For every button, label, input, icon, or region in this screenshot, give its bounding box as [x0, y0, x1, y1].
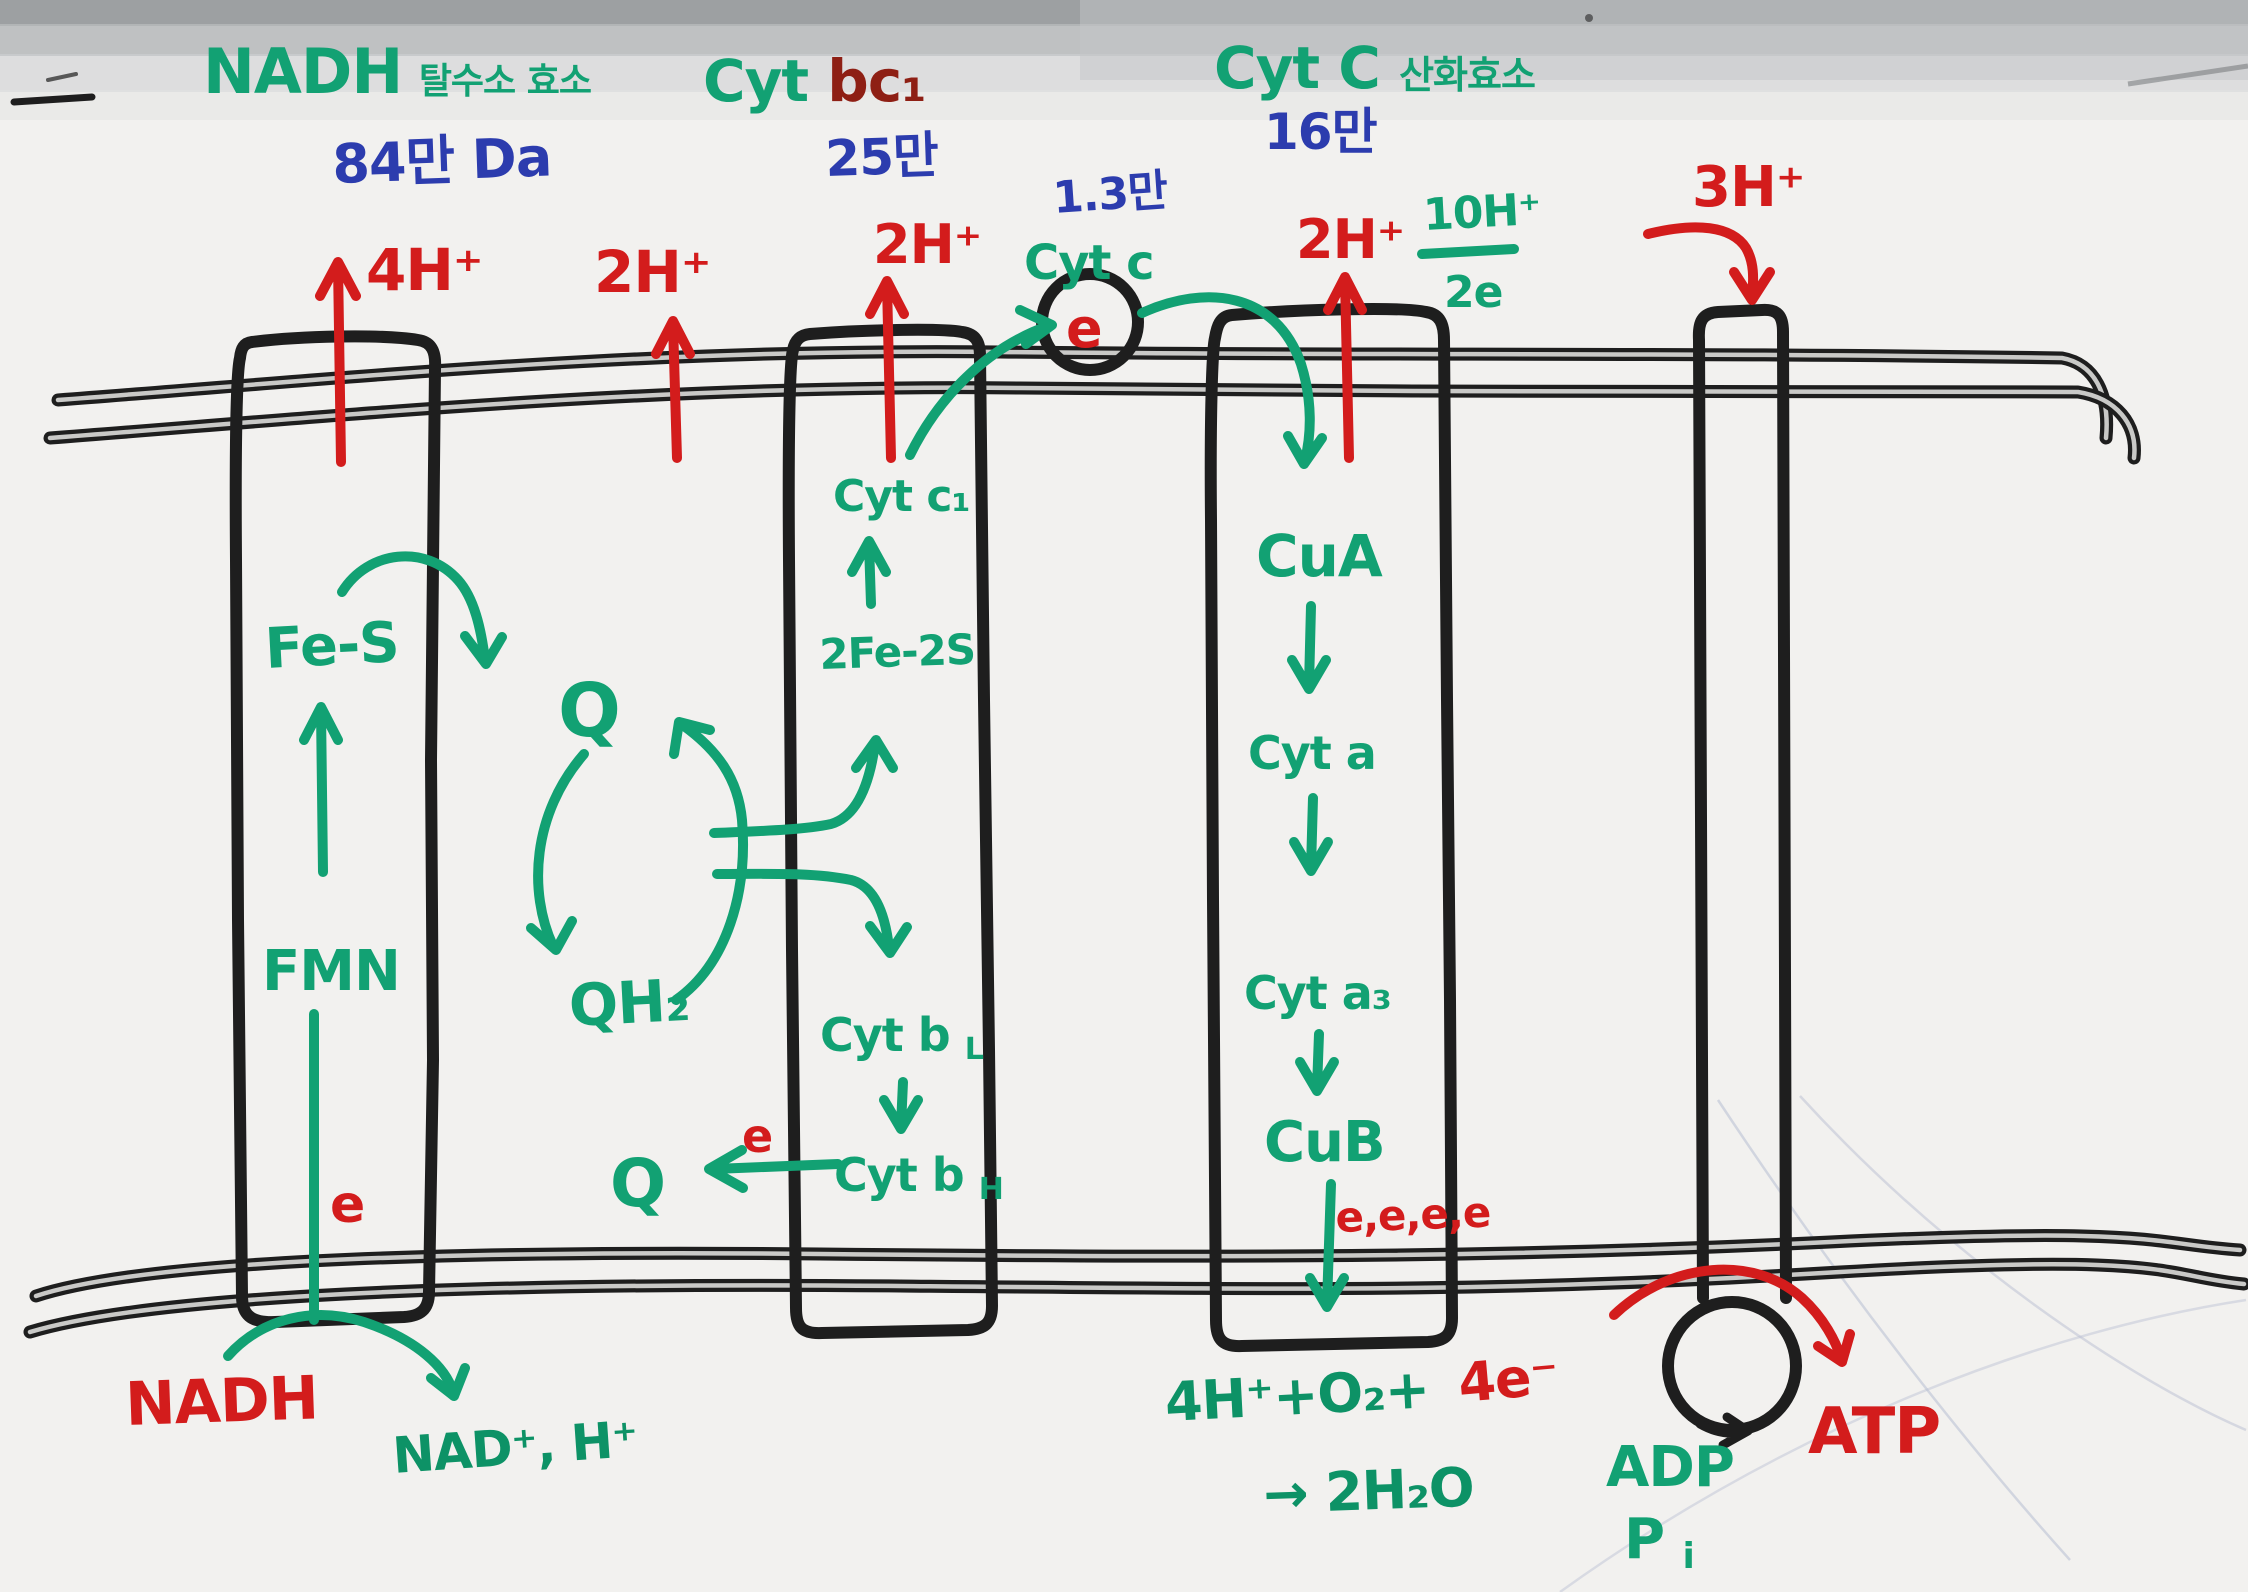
nad-products-label: NAD⁺, H⁺ — [391, 1410, 640, 1485]
pi-label: P i — [1624, 1507, 1694, 1577]
rotation-arrow-icon — [1695, 1412, 1753, 1450]
cytbh-sub: H — [979, 1172, 1003, 1207]
cytbh-label: Cyt b H — [834, 1148, 1003, 1207]
complex3-outline — [782, 323, 998, 1340]
electron-flow-arrows — [223, 244, 1519, 1401]
complex1-title-en: NADH — [203, 35, 402, 108]
atp-synthesis-arrow — [1609, 1264, 1855, 1367]
q-region-proton-arrow — [651, 316, 695, 463]
complex1-title: NADH 탈수소 효소 — [203, 35, 591, 108]
complex3-mass: 25만 — [824, 126, 940, 188]
q-region-proton-label: 2H⁺ — [594, 238, 711, 306]
cub-label: CuB — [1264, 1110, 1385, 1175]
nadh-oxidation-arrow — [223, 1310, 470, 1401]
cytbl-label: Cyt b L — [820, 1008, 984, 1067]
complex1-proton-arrow — [315, 257, 361, 467]
cytbh-base: Cyt b — [834, 1148, 964, 1202]
proton-ratio-numerator: 10H⁺ — [1422, 184, 1542, 241]
whiteboard-top-shadow — [0, 0, 2248, 120]
cyta3-to-cub-arrow — [1295, 1029, 1339, 1096]
cytbl-sub: L — [965, 1032, 984, 1067]
cub-to-oxygen-arrow — [1305, 1179, 1349, 1312]
synthase-proton-label: 3H⁺ — [1692, 155, 1804, 220]
faint-scratches — [1559, 1095, 2247, 1592]
cytc-to-cua-arrow — [1137, 292, 1327, 469]
complex3-proton-arrow — [865, 276, 909, 463]
fes-to-cytc1-arrow — [847, 536, 891, 609]
bh-to-q-arrow — [704, 1145, 843, 1193]
complex3-title-bc1: bc₁ — [827, 47, 925, 115]
adp-label: ADP — [1606, 1435, 1734, 1500]
fmn-label: FMN — [262, 939, 400, 1004]
2fe2s-label: 2Fe-2S — [819, 625, 976, 679]
pi-base: P — [1624, 1507, 1664, 1572]
complex1-electron-label: e — [330, 1175, 364, 1235]
proton-ratio-bar — [1417, 244, 1519, 259]
qh2-to-fes-branch-arrow — [709, 735, 898, 838]
fes-label: Fe-S — [263, 610, 400, 682]
reaction-rhs: → 2H₂O — [1262, 1456, 1474, 1526]
complex3-proton-label: 2H⁺ — [873, 213, 981, 276]
cytc-electron-label: e — [1066, 297, 1102, 360]
complex1-proton-label: 4H⁺ — [366, 236, 483, 304]
complex4-mass: 16만 — [1264, 103, 1378, 161]
nadh-label: NADH — [124, 1363, 319, 1440]
synthase-proton-in-arrow — [1643, 222, 1775, 305]
reaction-electrons: 4e⁻ — [1456, 1344, 1561, 1415]
complex4-title-ko: 산화효소 — [1399, 53, 1535, 97]
pi-sub: i — [1683, 1536, 1694, 1577]
atp-label: ATP — [1808, 1395, 1940, 1469]
cua-label: CuA — [1256, 522, 1383, 590]
cytc1-to-cytc-arrow — [905, 305, 1057, 460]
proton-pump-arrows — [315, 222, 1855, 1367]
q-return-label: Q — [610, 1145, 665, 1222]
qh2-label: QH₂ — [567, 966, 691, 1040]
cytc-label: Cyt c — [1024, 235, 1154, 291]
complex4-proton-label: 2H⁺ — [1296, 208, 1404, 271]
cyta-to-cyta3-arrow — [1289, 793, 1333, 876]
complex4-title-en: Cyt C — [1214, 34, 1399, 102]
reaction-lhs: 4H⁺+O₂+ — [1163, 1357, 1430, 1434]
stray-marks — [10, 72, 96, 106]
cytbl-base: Cyt b — [820, 1008, 950, 1062]
complex1-mass: 84만 Da — [331, 125, 552, 196]
cytc1-label: Cyt c₁ — [833, 471, 970, 522]
atp-synthase-f1-head — [1662, 1296, 1802, 1436]
qh2-to-bl-branch-arrow — [712, 868, 912, 958]
q-label: Q — [558, 668, 620, 754]
cyta-label: Cyt a — [1248, 726, 1376, 780]
cua-to-cyta-arrow — [1287, 601, 1331, 694]
complex3-title-cyt: Cyt — [703, 47, 827, 115]
complex3-title: Cyt bc₁ — [703, 47, 926, 115]
q-to-qh2-arc — [526, 749, 589, 955]
fmn-to-fes-arrow — [299, 702, 343, 877]
qh2-to-q-arc — [669, 717, 748, 1005]
q-electron-label: e — [742, 1109, 772, 1163]
proton-ratio-denominator: 2e — [1444, 267, 1502, 318]
complex1-title-ko: 탈수소 효소 — [419, 61, 591, 102]
complex4-title: Cyt C 산화효소 — [1214, 34, 1535, 102]
bl-to-bh-arrow — [879, 1077, 923, 1134]
cytc-mass: 1.3만 — [1051, 165, 1169, 224]
atp-synthase-outline — [1662, 303, 1802, 1450]
complex4-proton-arrow — [1323, 272, 1367, 463]
four-electrons-label: e,e,e,e — [1335, 1188, 1491, 1242]
cyta3-label: Cyt a₃ — [1244, 966, 1391, 1020]
fes-to-q-arrow — [337, 551, 507, 669]
complex4-outline — [1204, 302, 1458, 1353]
